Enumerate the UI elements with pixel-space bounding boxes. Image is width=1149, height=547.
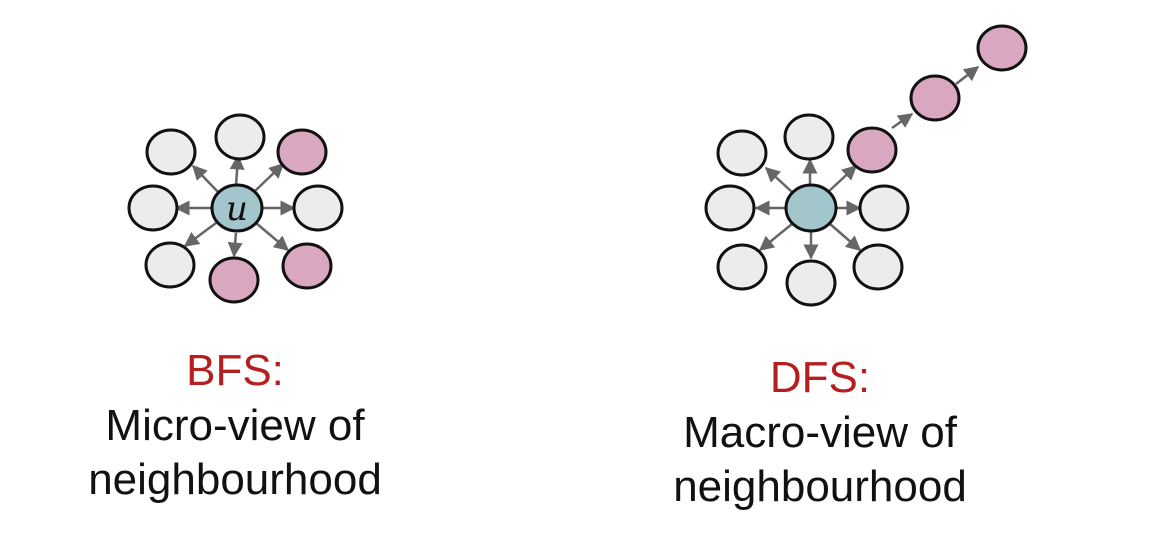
dfs-node-top xyxy=(783,113,835,161)
bfs-edge-down xyxy=(227,232,243,258)
bfs-edge-lower-left xyxy=(183,221,217,248)
bfs-graph: u xyxy=(127,113,344,304)
dfs-node-lower-left xyxy=(716,243,768,291)
dfs-description-line-1: Macro-view of xyxy=(683,408,957,457)
bfs-node-lower-right-visited xyxy=(281,242,333,290)
bfs-node-lower-left xyxy=(144,241,196,289)
bfs-center-node-label: u xyxy=(226,189,248,229)
bfs-node-left xyxy=(127,184,179,232)
dfs-node-chain-2-visited xyxy=(909,74,961,122)
bfs-edge-up xyxy=(229,154,245,187)
dfs-graph xyxy=(704,24,1028,307)
bfs-node-right xyxy=(292,184,344,232)
bfs-caption: BFS: Micro-view of neighbourhood xyxy=(40,347,430,507)
bfs-node-bottom-visited xyxy=(208,256,260,304)
bfs-edge-lower-right xyxy=(255,222,290,251)
dfs-node-chain-3-visited xyxy=(976,24,1028,72)
dfs-edge-upper-left xyxy=(764,166,793,193)
dfs-node-right xyxy=(858,184,910,232)
dfs-node-upper-left xyxy=(716,129,768,177)
dfs-node-bottom xyxy=(785,259,837,307)
bfs-center-node xyxy=(210,183,264,233)
bfs-edge-upper-right xyxy=(253,162,285,193)
dfs-edge-chain-1 xyxy=(891,112,914,130)
dfs-node-left xyxy=(704,184,756,232)
bfs-description-line-1: Micro-view of xyxy=(105,401,365,450)
dfs-description-line-2: neighbourhood xyxy=(673,462,967,511)
bfs-node-top xyxy=(214,113,266,161)
dfs-edge-lower-left xyxy=(758,223,793,251)
bfs-edge-upper-left xyxy=(191,164,219,193)
bfs-node-upper-right-visited xyxy=(276,128,328,176)
bfs-heading: BFS: xyxy=(186,346,284,395)
bfs-node-upper-left xyxy=(145,128,197,176)
dfs-center-node xyxy=(784,183,838,233)
dfs-caption: DFS: Macro-view of neighbourhood xyxy=(610,354,1030,514)
dfs-node-lower-right xyxy=(852,243,904,291)
dfs-heading: DFS: xyxy=(769,353,871,402)
dfs-edge-lower-right xyxy=(829,223,862,251)
dfs-node-upper-right-visited xyxy=(846,126,898,174)
bfs-description-line-2: neighbourhood xyxy=(88,455,382,504)
dfs-edge-upper-right xyxy=(827,164,858,193)
dfs-edge-chain-2 xyxy=(955,66,980,85)
